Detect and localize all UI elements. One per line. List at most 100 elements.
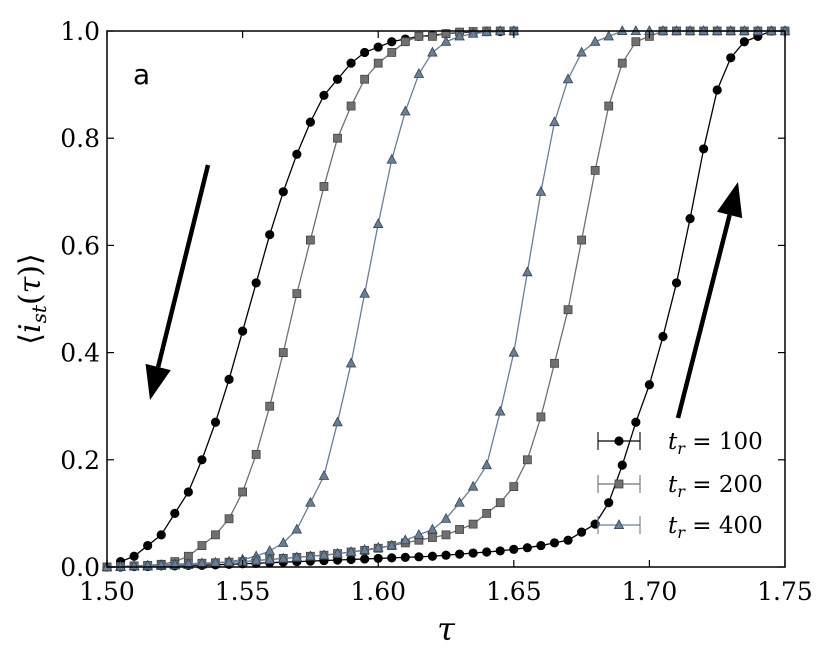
data-point-400 — [589, 35, 601, 46]
data-point-400 — [332, 547, 343, 558]
data-point-400 — [467, 27, 479, 38]
data-point-200 — [482, 508, 492, 518]
data-point-100 — [644, 380, 655, 390]
data-point-200 — [197, 541, 207, 550]
data-point-400 — [562, 73, 574, 84]
data-point-200 — [563, 305, 573, 315]
data-point-200 — [400, 37, 410, 47]
legend-marker — [614, 436, 624, 446]
y-tick-label: 1.0 — [60, 17, 100, 46]
data-point-200 — [631, 37, 641, 47]
data-point-100 — [346, 58, 356, 68]
data-point-200 — [251, 450, 261, 459]
data-point-400 — [318, 549, 330, 560]
data-point-200 — [292, 289, 302, 299]
data-point-100 — [251, 278, 261, 288]
legend-label: tr = 400 — [668, 513, 763, 542]
data-point-400 — [345, 546, 357, 556]
data-point-400 — [250, 554, 262, 565]
data-point-100 — [726, 53, 736, 63]
data-point-200 — [265, 401, 275, 411]
data-point-100 — [576, 527, 587, 537]
data-point-100 — [482, 547, 492, 557]
arrow-up-icon — [675, 182, 743, 419]
data-point-100 — [387, 553, 397, 563]
data-point-400 — [291, 523, 303, 534]
data-point-400 — [413, 528, 425, 539]
data-point-200 — [346, 101, 356, 111]
data-point-100 — [549, 538, 560, 548]
data-point-100 — [414, 552, 424, 562]
x-axis-title: τ — [437, 610, 456, 648]
data-point-100 — [468, 548, 478, 558]
data-point-200 — [238, 487, 248, 497]
y-tick-label: 0.6 — [60, 231, 100, 260]
data-point-100 — [305, 117, 315, 127]
data-point-200 — [495, 498, 505, 508]
data-point-100 — [617, 460, 627, 470]
data-point-400 — [508, 346, 520, 357]
data-point-400 — [454, 30, 465, 41]
data-point-400 — [549, 116, 560, 127]
data-point-200 — [305, 235, 315, 245]
data-point-100 — [129, 551, 139, 561]
data-point-200 — [536, 412, 546, 422]
data-point-100 — [373, 42, 383, 52]
data-point-100 — [387, 37, 397, 47]
data-point-400 — [576, 46, 587, 57]
data-point-200 — [360, 74, 370, 84]
legend: tr = 100 tr = 200 tr = 400 — [597, 429, 763, 542]
data-point-200 — [455, 525, 464, 534]
data-point-400 — [413, 68, 425, 78]
data-point-100 — [292, 149, 302, 159]
data-point-400 — [345, 357, 357, 368]
data-point-100 — [712, 85, 722, 95]
data-point-100 — [360, 47, 370, 58]
data-point-100 — [210, 417, 221, 427]
data-point-200 — [441, 530, 451, 540]
data-point-100 — [590, 519, 600, 529]
data-point-400 — [291, 551, 303, 562]
legend-marker — [614, 479, 624, 489]
data-point-400 — [264, 553, 275, 564]
data-point-100 — [265, 230, 275, 240]
data-point-100 — [400, 552, 410, 562]
data-point-200 — [550, 358, 559, 368]
data-point-200 — [224, 514, 234, 524]
data-point-200 — [577, 235, 586, 245]
data-point-400 — [494, 405, 506, 416]
x-tick-label: 1.75 — [757, 577, 813, 606]
data-point-100 — [332, 74, 343, 84]
y-tick-label: 0.2 — [60, 446, 100, 475]
data-point-400 — [372, 541, 384, 552]
arrow-down-icon — [145, 164, 211, 400]
data-point-200 — [509, 482, 519, 492]
data-point-200 — [428, 533, 437, 542]
x-tick-label: 1.70 — [622, 577, 678, 606]
data-point-400 — [169, 558, 181, 569]
data-point-100 — [197, 455, 207, 465]
x-tick-label: 1.65 — [486, 577, 542, 606]
data-point-100 — [536, 540, 546, 551]
data-point-400 — [603, 30, 614, 41]
data-point-100 — [224, 374, 234, 384]
legend-label: tr = 100 — [668, 429, 763, 458]
data-point-200 — [604, 101, 614, 111]
data-point-400 — [332, 416, 343, 427]
x-tick-label: 1.55 — [215, 577, 271, 606]
data-point-400 — [535, 185, 547, 196]
data-point-400 — [278, 537, 289, 547]
data-point-100 — [563, 535, 573, 545]
data-point-100 — [685, 214, 695, 224]
data-point-400 — [427, 523, 438, 534]
data-point-100 — [143, 540, 153, 551]
data-point-100 — [183, 487, 193, 497]
data-point-100 — [346, 554, 356, 565]
data-point-100 — [319, 90, 329, 100]
data-point-100 — [454, 549, 465, 559]
plot-frame — [106, 30, 786, 568]
data-point-400 — [427, 46, 438, 57]
data-point-200 — [428, 31, 437, 41]
data-point-400 — [359, 287, 370, 298]
data-point-200 — [373, 58, 383, 68]
